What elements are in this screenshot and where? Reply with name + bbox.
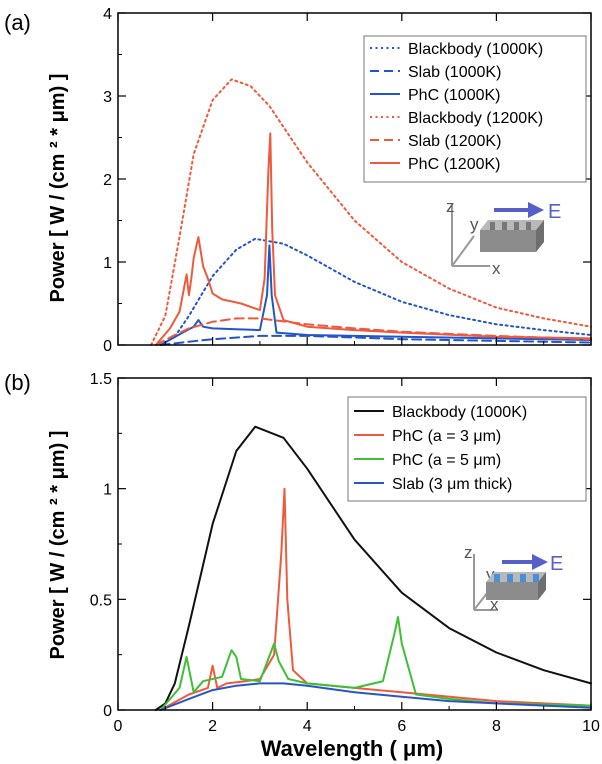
legend-entry: PhC (a = 5 μm)	[392, 452, 501, 469]
x-tick-label: 8	[492, 718, 501, 735]
legend-entry: Blackbody (1000K)	[408, 41, 543, 58]
x-tick-label: 10	[582, 718, 600, 735]
inset-b-e-arrowhead-icon	[532, 554, 548, 570]
panel-a-series-line-0	[159, 237, 592, 346]
panel-a-series	[150, 78, 592, 346]
panel-b: (b) 0 2 4 6 8 10 0 0.5 1 1.5 Power [ W / (cm ² * …	[4, 370, 600, 761]
panel-a-inset: z y x E	[446, 197, 561, 278]
legend-entry: Slab (3 μm thick)	[392, 476, 512, 493]
legend-entry: PhC (1200K)	[408, 156, 501, 173]
inset-a-y-axis-icon	[451, 235, 475, 267]
inset-a-z-label: z	[446, 197, 455, 216]
panel-a-ylabel: Power [ W / (cm ² * μm) ]	[47, 74, 69, 303]
inset-a-e-arrowhead-icon	[528, 202, 544, 218]
panel-b-series-line-3	[159, 682, 592, 711]
legend-entry: Slab (1000K)	[408, 64, 501, 81]
legend-entry: PhC (1000K)	[408, 87, 501, 104]
legend-entry: Blackbody (1000K)	[392, 404, 527, 421]
panel-b-series-line-1	[159, 487, 592, 711]
inset-a-grating-icon	[490, 222, 531, 230]
x-tick-label: 0	[114, 718, 123, 735]
panel-b-series-line-0	[154, 425, 592, 711]
inset-a-x-label: x	[492, 259, 501, 278]
y-tick-label: 1.5	[90, 371, 112, 388]
inset-a-slab-top-icon	[480, 220, 544, 230]
panel-b-series	[154, 425, 592, 711]
panel-a-series-line-2	[159, 244, 592, 346]
legend-entry: Slab (1200K)	[408, 133, 501, 150]
panel-b-ylabel: Power [ W / (cm ² * μm) ]	[47, 431, 69, 660]
panel-b-legend: Blackbody (1000K) PhC (a = 3 μm) PhC (a = …	[347, 396, 587, 502]
panel-a-legend: Blackbody (1000K) Slab (1000K) PhC (1000K)…	[363, 35, 587, 183]
y-tick-label: 3	[103, 89, 112, 106]
panel-b-xlabel: Wavelength ( μm)	[261, 736, 444, 761]
inset-b-slab-top-icon	[486, 572, 546, 582]
panel-b-axes: 0 2 4 6 8 10 0 0.5 1 1.5	[90, 371, 600, 735]
x-tick-label: 2	[208, 718, 217, 735]
panel-a-series-line-5	[154, 132, 592, 346]
inset-a-slab-front-icon	[480, 230, 536, 252]
panel-a: (a) 0 1 2 3 4 Power [ W / (cm ² * μm) ] Blac…	[4, 6, 592, 355]
legend-entry: Blackbody (1200K)	[408, 110, 543, 127]
y-tick-label: 1	[103, 255, 112, 272]
inset-b-slab-front-icon	[486, 582, 538, 600]
panel-b-label: (b)	[4, 370, 31, 395]
panel-a-label: (a)	[4, 10, 31, 35]
panel-a-series-line-3	[150, 78, 592, 346]
inset-a-e-label: E	[548, 201, 561, 223]
panel-b-series-line-2	[159, 616, 592, 711]
inset-b-e-label: E	[550, 553, 563, 575]
legend-entry: PhC (a = 3 μm)	[392, 428, 501, 445]
x-tick-label: 4	[303, 718, 312, 735]
inset-a-y-label: y	[470, 215, 479, 234]
inset-b-y-label: y	[486, 565, 495, 584]
inset-b-x-label: x	[490, 595, 499, 614]
panel-a-legend-box	[363, 35, 587, 183]
y-tick-label: 4	[103, 6, 112, 23]
y-tick-label: 0	[103, 703, 112, 720]
y-tick-label: 2	[103, 172, 112, 189]
inset-b-grating-icon	[494, 574, 539, 582]
inset-a-slab-side-icon	[536, 220, 544, 252]
panel-b-legend-box	[347, 396, 587, 502]
inset-b-slab-side-icon	[538, 572, 546, 600]
panel-b-inset: z y x E	[464, 543, 563, 614]
inset-b-z-label: z	[464, 543, 473, 562]
panel-a-axes: 0 1 2 3 4	[103, 6, 592, 355]
y-tick-label: 0	[103, 338, 112, 355]
y-tick-label: 0.5	[90, 592, 112, 609]
x-tick-label: 6	[397, 718, 406, 735]
y-tick-label: 1	[103, 482, 112, 499]
